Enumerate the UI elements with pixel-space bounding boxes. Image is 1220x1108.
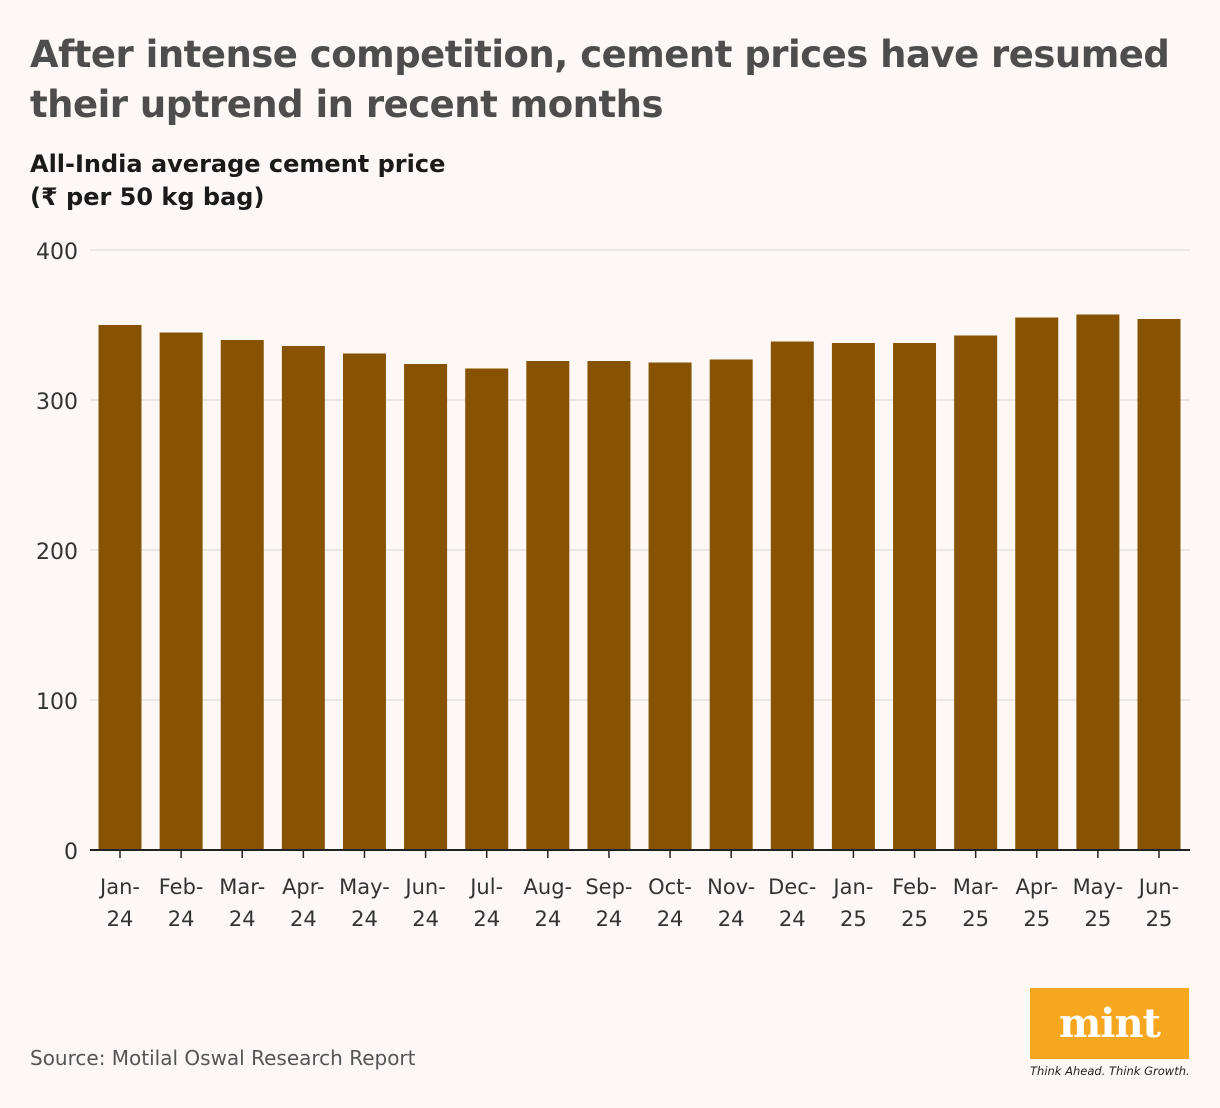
x-tick-label-line: 25 <box>901 907 928 931</box>
x-tick-label-line: 24 <box>229 907 256 931</box>
x-tick-label-line: Sep- <box>585 875 632 899</box>
source-note: Source: Motilal Oswal Research Report <box>30 1046 416 1070</box>
x-axis-tick-labels: Jan-24Feb-24Mar-24Apr-24May-24Jun-24Jul-… <box>98 875 1179 931</box>
x-tick-label: Feb- 24 <box>159 875 204 931</box>
bars <box>98 314 1181 850</box>
x-tick-label: May- 25 <box>1073 875 1124 931</box>
x-tick-label-line: Nov- <box>707 875 755 899</box>
bar <box>404 364 448 850</box>
x-tick-label-line: 24 <box>596 907 623 931</box>
x-tick-label-line: May- <box>339 875 390 899</box>
x-tick-label-line: 24 <box>168 907 195 931</box>
x-tick-label-line: 24 <box>290 907 317 931</box>
x-tick-label: Nov- 24 <box>707 875 755 931</box>
x-tick-label-line: Jan- <box>98 875 140 899</box>
x-tick-label: Jul- 24 <box>468 875 503 931</box>
x-tick-label: Feb- 25 <box>892 875 937 931</box>
logo-tagline: Think Ahead. Think Growth. <box>1030 1064 1190 1078</box>
bar <box>526 361 570 850</box>
x-tick-label: Jun- 25 <box>1137 875 1179 931</box>
x-tick-label: Mar- 24 <box>219 875 265 931</box>
y-tick-label: 300 <box>36 390 78 415</box>
x-tick-label-line: 24 <box>779 907 806 931</box>
x-tick-label-line: Feb- <box>159 875 204 899</box>
y-axis-tick-labels: 0 100 200 300 400 <box>36 240 78 865</box>
bar <box>893 343 937 850</box>
x-tick-label-line: Dec- <box>768 875 816 899</box>
x-tick-label: Mar- 25 <box>953 875 999 931</box>
x-tick-label: Jan- 25 <box>831 875 873 931</box>
y-tick-label: 400 <box>36 240 78 265</box>
x-tick-label-line: 24 <box>107 907 134 931</box>
x-tick-label-line: Apr- <box>1015 875 1058 899</box>
x-tick-label: Sep- 24 <box>585 875 632 931</box>
x-tick-label: Dec- 24 <box>768 875 816 931</box>
x-tick-label-line: 25 <box>1146 907 1173 931</box>
x-tick-label-line: Oct- <box>648 875 692 899</box>
x-tick-label: Apr- 24 <box>282 875 325 931</box>
x-tick-label: Oct- 24 <box>648 875 692 931</box>
bar <box>770 341 814 850</box>
x-tick-label-line: Mar- <box>219 875 265 899</box>
gridlines <box>90 249 1190 701</box>
x-tick-label-line: Feb- <box>892 875 937 899</box>
x-tick-label: Jun- 24 <box>403 875 445 931</box>
x-tick-label-line: Apr- <box>282 875 325 899</box>
x-tick-label-line: Jun- <box>1137 875 1179 899</box>
bar <box>220 340 264 850</box>
x-tick-label: Jan- 24 <box>98 875 140 931</box>
logo-text: mint <box>1058 1000 1161 1047</box>
x-tick-label-line: 24 <box>534 907 561 931</box>
x-tick-label-line: 24 <box>718 907 745 931</box>
bar <box>98 325 142 850</box>
subtitle-line-2: (₹ per 50 kg bag) <box>30 183 265 211</box>
x-tick-label-line: Mar- <box>953 875 999 899</box>
x-tick-label-line: Jan- <box>831 875 873 899</box>
x-tick-label-line: Jun- <box>403 875 445 899</box>
bar <box>281 346 325 850</box>
bar <box>587 361 631 850</box>
bar <box>1137 319 1181 850</box>
bar <box>1015 317 1059 850</box>
x-tick-label-line: 25 <box>962 907 989 931</box>
x-tick-label-line: 24 <box>473 907 500 931</box>
chart-subtitle: All-India average cement price (₹ per 50… <box>30 148 445 214</box>
bar <box>465 368 509 850</box>
bar <box>831 343 875 850</box>
bar <box>159 332 203 850</box>
x-tick-label-line: Aug- <box>524 875 573 899</box>
bar <box>1076 314 1120 850</box>
x-tick-label-line: 24 <box>657 907 684 931</box>
mint-logo: mint <box>1030 988 1189 1059</box>
chart-title: After intense competition, cement prices… <box>30 33 1170 126</box>
y-tick-label: 100 <box>36 690 78 715</box>
x-tick-label-line: 25 <box>1023 907 1050 931</box>
x-axis <box>90 849 1190 858</box>
bar <box>709 359 753 850</box>
bar <box>954 335 998 850</box>
x-tick-label: Apr- 25 <box>1015 875 1058 931</box>
x-tick-label: Aug- 24 <box>524 875 573 931</box>
x-tick-label-line: 24 <box>351 907 378 931</box>
x-tick-label: May- 24 <box>339 875 390 931</box>
y-tick-label: 200 <box>36 540 78 565</box>
bar <box>342 353 386 850</box>
x-tick-label-line: May- <box>1073 875 1124 899</box>
x-tick-label-line: 24 <box>412 907 439 931</box>
x-tick-label-line: 25 <box>1085 907 1112 931</box>
subtitle-line-1: All-India average cement price <box>30 150 446 178</box>
x-tick-label-line: Jul- <box>468 875 503 899</box>
y-tick-label: 0 <box>64 840 78 865</box>
bar <box>648 362 692 850</box>
x-tick-label-line: 25 <box>840 907 867 931</box>
